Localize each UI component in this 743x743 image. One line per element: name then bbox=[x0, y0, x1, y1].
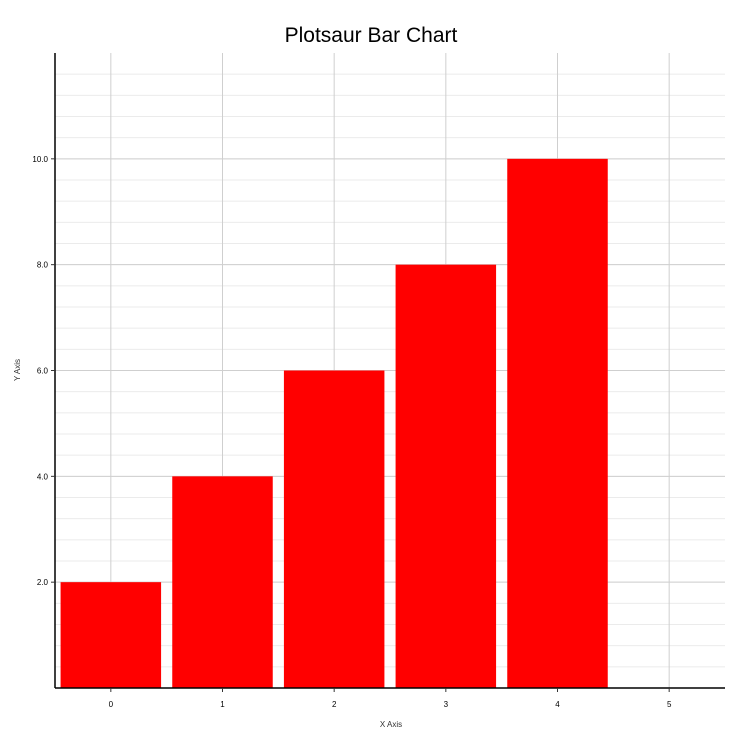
x-tick-label: 3 bbox=[444, 700, 449, 709]
y-axis-label: Y Axis bbox=[13, 359, 22, 381]
x-axis-label: X Axis bbox=[380, 720, 402, 729]
y-tick-label: 8.0 bbox=[37, 261, 49, 270]
x-tick-label: 4 bbox=[555, 700, 560, 709]
bar-4 bbox=[507, 158, 608, 689]
x-tick-label: 5 bbox=[667, 700, 672, 709]
y-tick-label: 10.0 bbox=[32, 155, 48, 164]
chart-title: Plotsaur Bar Chart bbox=[285, 24, 458, 47]
bar-3 bbox=[395, 264, 497, 688]
bar-1 bbox=[172, 476, 273, 688]
x-tick-label: 1 bbox=[220, 700, 225, 709]
bar-0 bbox=[60, 582, 162, 688]
x-tick-labels: 0 1 2 3 4 5 bbox=[109, 688, 672, 709]
bar-2 bbox=[283, 370, 385, 688]
y-tick-label: 2.0 bbox=[37, 578, 49, 587]
y-tick-label: 4.0 bbox=[37, 472, 49, 481]
x-tick-label: 0 bbox=[109, 700, 114, 709]
y-tick-labels: 2.0 4.0 6.0 8.0 10.0 bbox=[32, 155, 55, 587]
x-tick-label: 2 bbox=[332, 700, 337, 709]
bars bbox=[60, 158, 608, 689]
y-tick-label: 6.0 bbox=[37, 367, 49, 376]
